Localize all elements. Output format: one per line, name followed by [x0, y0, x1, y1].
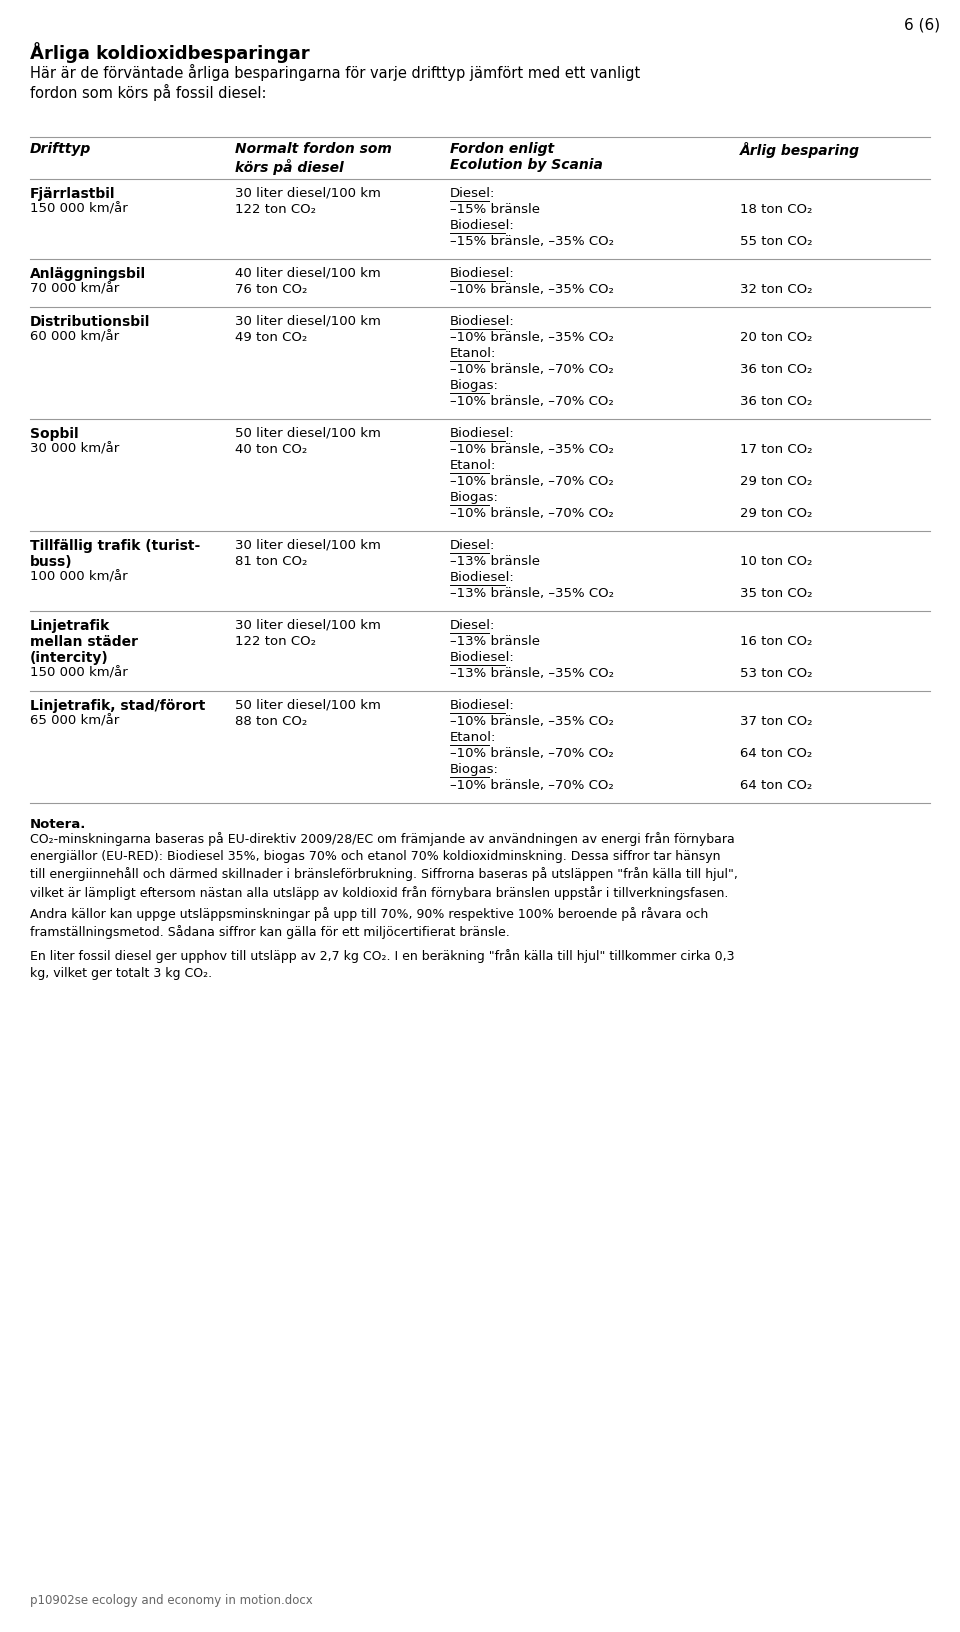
- Text: –10% bränsle, –70% CO₂: –10% bränsle, –70% CO₂: [450, 362, 613, 375]
- Text: 35 ton CO₂: 35 ton CO₂: [740, 588, 812, 601]
- Text: 150 000 km/år: 150 000 km/år: [30, 667, 128, 681]
- Text: Biogas:: Biogas:: [450, 379, 499, 392]
- Text: Här är de förväntade årliga besparingarna för varje drifttyp jämfört med ett van: Här är de förväntade årliga besparingarn…: [30, 64, 640, 101]
- Text: Biogas:: Biogas:: [450, 491, 499, 504]
- Text: 18 ton CO₂: 18 ton CO₂: [740, 202, 812, 215]
- Text: 30 liter diesel/100 km: 30 liter diesel/100 km: [235, 188, 381, 201]
- Text: 65 000 km/år: 65 000 km/år: [30, 715, 119, 728]
- Text: 20 ton CO₂: 20 ton CO₂: [740, 331, 812, 344]
- Text: Fordon enligt
Ecolution by Scania: Fordon enligt Ecolution by Scania: [450, 142, 603, 173]
- Text: Linjetrafik: Linjetrafik: [30, 619, 110, 633]
- Text: 36 ton CO₂: 36 ton CO₂: [740, 362, 812, 375]
- Text: 40 liter diesel/100 km: 40 liter diesel/100 km: [235, 268, 381, 281]
- Text: 32 ton CO₂: 32 ton CO₂: [740, 282, 812, 295]
- Text: mellan städer: mellan städer: [30, 635, 138, 650]
- Text: Tillfällig trafik (turist-: Tillfällig trafik (turist-: [30, 539, 201, 553]
- Text: 50 liter diesel/100 km: 50 liter diesel/100 km: [235, 428, 381, 441]
- Text: Diesel:: Diesel:: [450, 539, 495, 552]
- Text: 88 ton CO₂: 88 ton CO₂: [235, 715, 307, 728]
- Text: Biodiesel:: Biodiesel:: [450, 315, 515, 328]
- Text: 122 ton CO₂: 122 ton CO₂: [235, 202, 316, 215]
- Text: Andra källor kan uppge utsläppsminskningar på upp till 70%, 90% respektive 100% : Andra källor kan uppge utsläppsminskning…: [30, 907, 708, 940]
- Text: p10902se ecology and economy in motion.docx: p10902se ecology and economy in motion.d…: [30, 1594, 313, 1608]
- Text: –10% bränsle, –35% CO₂: –10% bränsle, –35% CO₂: [450, 715, 613, 728]
- Text: buss): buss): [30, 555, 73, 570]
- Text: 122 ton CO₂: 122 ton CO₂: [235, 635, 316, 648]
- Text: En liter fossil diesel ger upphov till utsläpp av 2,7 kg CO₂. I en beräkning "fr: En liter fossil diesel ger upphov till u…: [30, 948, 734, 979]
- Text: Fjärrlastbil: Fjärrlastbil: [30, 188, 115, 201]
- Text: Etanol:: Etanol:: [450, 459, 496, 472]
- Text: Etanol:: Etanol:: [450, 731, 496, 744]
- Text: 29 ton CO₂: 29 ton CO₂: [740, 475, 812, 488]
- Text: Biogas:: Biogas:: [450, 764, 499, 775]
- Text: –13% bränsle: –13% bränsle: [450, 635, 540, 648]
- Text: 64 ton CO₂: 64 ton CO₂: [740, 778, 812, 792]
- Text: 10 ton CO₂: 10 ton CO₂: [740, 555, 812, 568]
- Text: 6 (6): 6 (6): [904, 16, 940, 33]
- Text: (intercity): (intercity): [30, 651, 108, 664]
- Text: Biodiesel:: Biodiesel:: [450, 219, 515, 232]
- Text: 30 liter diesel/100 km: 30 liter diesel/100 km: [235, 539, 381, 552]
- Text: 50 liter diesel/100 km: 50 liter diesel/100 km: [235, 698, 381, 712]
- Text: Linjetrafik, stad/förort: Linjetrafik, stad/förort: [30, 698, 205, 713]
- Text: –10% bränsle, –70% CO₂: –10% bränsle, –70% CO₂: [450, 747, 613, 761]
- Text: 29 ton CO₂: 29 ton CO₂: [740, 508, 812, 521]
- Text: –10% bränsle, –35% CO₂: –10% bränsle, –35% CO₂: [450, 331, 613, 344]
- Text: –13% bränsle, –35% CO₂: –13% bränsle, –35% CO₂: [450, 667, 614, 681]
- Text: –10% bränsle, –70% CO₂: –10% bränsle, –70% CO₂: [450, 475, 613, 488]
- Text: 49 ton CO₂: 49 ton CO₂: [235, 331, 307, 344]
- Text: –15% bränsle: –15% bränsle: [450, 202, 540, 215]
- Text: Etanol:: Etanol:: [450, 348, 496, 361]
- Text: Anläggningsbil: Anläggningsbil: [30, 268, 146, 281]
- Text: 30 liter diesel/100 km: 30 liter diesel/100 km: [235, 315, 381, 328]
- Text: Årliga koldioxidbesparingar: Årliga koldioxidbesparingar: [30, 42, 310, 64]
- Text: Biodiesel:: Biodiesel:: [450, 268, 515, 281]
- Text: Årlig besparing: Årlig besparing: [740, 142, 860, 158]
- Text: Biodiesel:: Biodiesel:: [450, 571, 515, 584]
- Text: –13% bränsle, –35% CO₂: –13% bränsle, –35% CO₂: [450, 588, 614, 601]
- Text: Drifttyp: Drifttyp: [30, 142, 91, 157]
- Text: Sopbil: Sopbil: [30, 428, 79, 441]
- Text: 64 ton CO₂: 64 ton CO₂: [740, 747, 812, 761]
- Text: 30 liter diesel/100 km: 30 liter diesel/100 km: [235, 619, 381, 632]
- Text: 40 ton CO₂: 40 ton CO₂: [235, 442, 307, 455]
- Text: 17 ton CO₂: 17 ton CO₂: [740, 442, 812, 455]
- Text: CO₂-minskningarna baseras på EU-direktiv 2009/28/EC om främjande av användningen: CO₂-minskningarna baseras på EU-direktiv…: [30, 832, 738, 899]
- Text: 76 ton CO₂: 76 ton CO₂: [235, 282, 307, 295]
- Text: 37 ton CO₂: 37 ton CO₂: [740, 715, 812, 728]
- Text: –15% bränsle, –35% CO₂: –15% bränsle, –35% CO₂: [450, 235, 614, 248]
- Text: 16 ton CO₂: 16 ton CO₂: [740, 635, 812, 648]
- Text: –10% bränsle, –70% CO₂: –10% bränsle, –70% CO₂: [450, 778, 613, 792]
- Text: 150 000 km/år: 150 000 km/år: [30, 202, 128, 215]
- Text: 55 ton CO₂: 55 ton CO₂: [740, 235, 812, 248]
- Text: Biodiesel:: Biodiesel:: [450, 698, 515, 712]
- Text: 81 ton CO₂: 81 ton CO₂: [235, 555, 307, 568]
- Text: 100 000 km/år: 100 000 km/år: [30, 571, 128, 584]
- Text: 70 000 km/år: 70 000 km/år: [30, 282, 119, 295]
- Text: Normalt fordon som
körs på diesel: Normalt fordon som körs på diesel: [235, 142, 392, 175]
- Text: –10% bränsle, –35% CO₂: –10% bränsle, –35% CO₂: [450, 282, 613, 295]
- Text: 60 000 km/år: 60 000 km/år: [30, 331, 119, 344]
- Text: –10% bränsle, –35% CO₂: –10% bränsle, –35% CO₂: [450, 442, 613, 455]
- Text: Diesel:: Diesel:: [450, 619, 495, 632]
- Text: –10% bränsle, –70% CO₂: –10% bränsle, –70% CO₂: [450, 508, 613, 521]
- Text: 30 000 km/år: 30 000 km/år: [30, 442, 119, 455]
- Text: –13% bränsle: –13% bränsle: [450, 555, 540, 568]
- Text: Biodiesel:: Biodiesel:: [450, 651, 515, 664]
- Text: 36 ton CO₂: 36 ton CO₂: [740, 395, 812, 408]
- Text: –10% bränsle, –70% CO₂: –10% bränsle, –70% CO₂: [450, 395, 613, 408]
- Text: 53 ton CO₂: 53 ton CO₂: [740, 667, 812, 681]
- Text: Distributionsbil: Distributionsbil: [30, 315, 151, 330]
- Text: Diesel:: Diesel:: [450, 188, 495, 201]
- Text: Notera.: Notera.: [30, 818, 86, 831]
- Text: Biodiesel:: Biodiesel:: [450, 428, 515, 441]
